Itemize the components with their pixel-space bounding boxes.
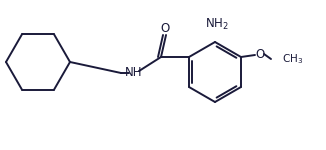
Text: NH$_2$: NH$_2$ xyxy=(205,17,229,32)
Text: O: O xyxy=(255,48,265,60)
Text: O: O xyxy=(160,21,170,34)
Text: NH: NH xyxy=(125,66,143,80)
Text: CH$_3$: CH$_3$ xyxy=(282,52,303,66)
